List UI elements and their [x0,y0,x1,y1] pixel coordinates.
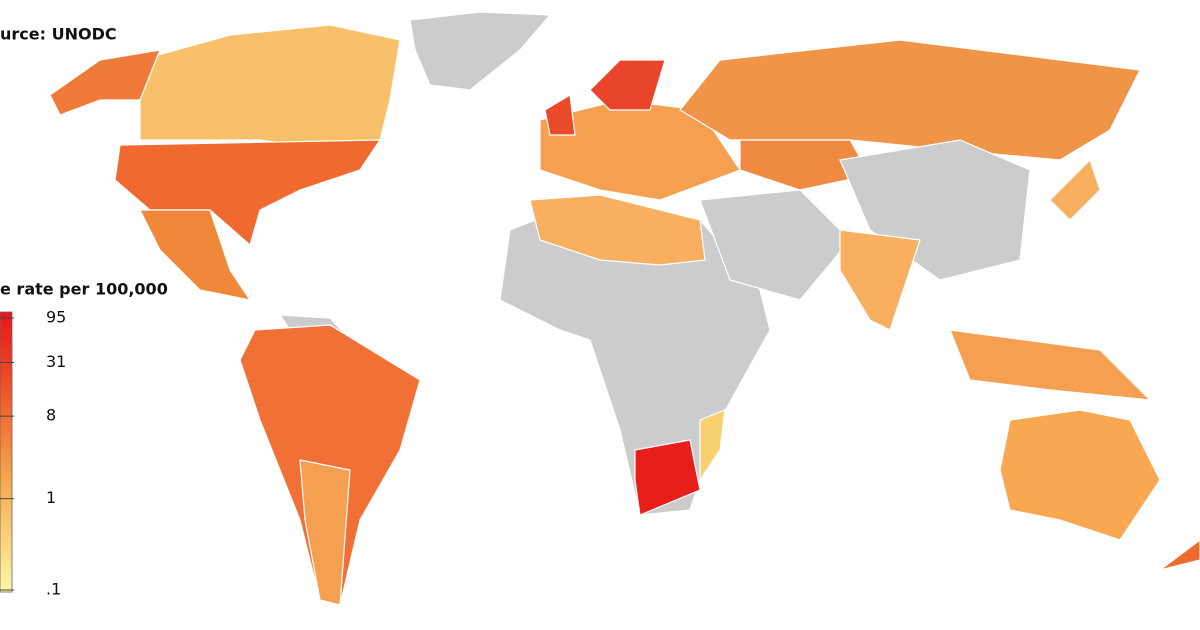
scandinavia [589,59,666,111]
china [839,139,1031,281]
canada [139,24,401,151]
japan [1049,158,1101,221]
color-scale [0,311,13,593]
alaska [49,49,161,116]
north-africa [529,194,706,266]
legend-tick-label: 31 [46,352,66,371]
central-america [139,209,252,301]
legend-tick-label: 95 [46,308,66,327]
legend-title: e rate per 100,000 [0,280,168,299]
uk [544,94,576,136]
india [839,229,921,331]
greenland [409,11,552,91]
legend-tick-label: 8 [46,406,56,425]
kazakhstan [739,139,871,191]
mozambique [699,409,726,482]
new-zealand [1159,539,1200,571]
source: urce: UNODC [0,25,117,44]
australia [999,409,1161,541]
middle-east [699,189,851,301]
argentina [299,459,351,606]
legend-tick-label: 1 [46,488,56,507]
legend: e rate per 100,000 95 31 8 1 .1 [0,280,168,599]
countries [49,11,1200,606]
southeast-asia [949,329,1152,401]
south-africa [634,439,701,516]
legend-tick-label: .1 [46,580,61,599]
usa [114,139,382,247]
